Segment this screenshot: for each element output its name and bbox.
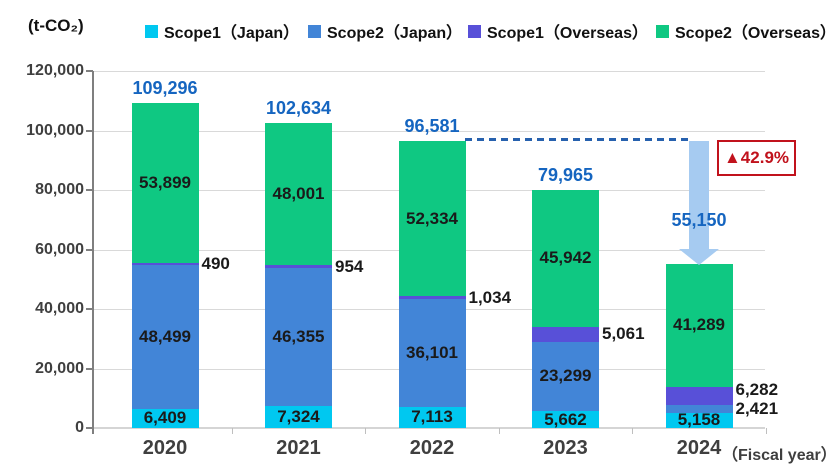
segment-scope1-overseas-2022 <box>398 296 466 300</box>
value-label-scope1-overseas-2022: 1,034 <box>468 287 512 307</box>
total-label-2021: 102,634 <box>265 97 332 118</box>
value-label-scope1-overseas-2024: 6,282 <box>735 380 779 400</box>
segment-scope1-japan-2023 <box>532 411 599 428</box>
y-axis-tick <box>86 248 93 251</box>
y-axis-tick-label: 120,000 <box>26 62 84 79</box>
decrease-arrow-head-icon <box>679 249 719 265</box>
y-axis-tick-label: 40,000 <box>35 300 84 317</box>
segment-scope1-japan-2020 <box>131 408 199 428</box>
legend-chip-scope2-japan-icon <box>308 24 321 38</box>
y-axis-tick-label: 20,000 <box>35 359 84 377</box>
segment-scope1-japan-2022 <box>398 406 466 428</box>
x-axis-label-2024: 2024 <box>676 437 722 459</box>
y-axis-tick-label: 100,000 <box>26 121 84 139</box>
legend-item-scope2-overseas: Scope2（Overseas） <box>656 22 836 42</box>
reference-dashed-line <box>465 138 689 141</box>
segment-scope1-overseas-2021 <box>265 265 332 269</box>
value-label-scope1-overseas-2021: 954 <box>335 256 364 276</box>
reduction-badge-label: ▲42.9% <box>723 148 790 167</box>
y-axis-tick-label: 0 <box>75 419 84 436</box>
x-axis-label-2023: 2023 <box>543 437 588 459</box>
legend-label-scope1-overseas: Scope1（Overseas） <box>487 25 648 42</box>
segment-scope2-overseas-2022 <box>398 140 466 297</box>
value-label-scope2-japan-2024: 2,421 <box>735 399 779 419</box>
value-label-scope1-overseas-2023: 5,061 <box>602 324 645 344</box>
value-label-scope1-overseas-2020: 490 <box>201 253 230 273</box>
segment-scope1-overseas-2020 <box>131 263 199 265</box>
legend-label-scope2-overseas: Scope2（Overseas） <box>675 25 836 42</box>
segment-scope2-japan-2021 <box>265 268 332 407</box>
x-axis-note: （Fiscal year） <box>722 447 837 464</box>
gridline <box>93 71 765 72</box>
y-axis-tick <box>86 308 93 310</box>
x-axis-tick <box>765 428 767 434</box>
x-axis-label-2020: 2020 <box>142 437 188 459</box>
y-axis-tick <box>86 70 93 72</box>
total-label-2022: 96,581 <box>404 115 460 136</box>
segment-scope2-japan-2023 <box>532 341 599 412</box>
x-axis-label-2022: 2022 <box>409 437 455 459</box>
decrease-arrow-shaft <box>689 141 709 249</box>
segment-scope2-japan-2022 <box>398 299 466 407</box>
x-axis-tick <box>365 428 367 434</box>
x-axis-tick <box>632 428 634 434</box>
x-axis-tick <box>498 428 500 434</box>
segment-scope1-overseas-2024 <box>665 386 733 406</box>
x-axis-tick <box>231 428 233 434</box>
legend-label-scope1-japan: Scope1（Japan） <box>164 25 300 42</box>
segment-scope2-overseas-2021 <box>265 122 332 266</box>
segment-scope1-japan-2021 <box>265 406 332 428</box>
y-axis-unit-label: (t-CO₂) <box>28 16 84 35</box>
gridline <box>93 130 765 132</box>
segment-scope1-overseas-2023 <box>532 326 599 342</box>
y-axis-tick-label: 60,000 <box>35 240 84 258</box>
legend-chip-scope1-overseas-icon <box>468 24 481 38</box>
segment-scope2-overseas-2024 <box>665 263 733 387</box>
segment-scope2-japan-2020 <box>131 264 199 409</box>
total-label-2024: 55,150 <box>671 210 727 230</box>
x-axis-line <box>93 427 765 429</box>
y-axis-tick-label: 80,000 <box>35 181 84 198</box>
y-axis-tick <box>86 427 93 429</box>
legend: Scope1（Japan） Scope2（Japan） Scope1（Oversea… <box>0 0 840 46</box>
total-label-2020: 109,296 <box>132 77 198 98</box>
legend-chip-scope1-japan-icon <box>145 24 158 38</box>
segment-scope2-overseas-2023 <box>532 190 599 327</box>
y-axis-line <box>92 71 94 434</box>
segment-scope2-japan-2024 <box>665 405 733 413</box>
y-axis-tick <box>86 189 93 191</box>
total-label-2023: 79,965 <box>537 165 594 186</box>
segment-scope2-overseas-2020 <box>131 102 199 264</box>
segment-scope1-japan-2024 <box>665 412 733 428</box>
legend-item-scope1-overseas: Scope1（Overseas） <box>468 22 648 42</box>
legend-item-scope2-japan: Scope2（Japan） <box>308 22 463 42</box>
legend-label-scope2-japan: Scope2（Japan） <box>327 25 463 42</box>
legend-chip-scope2-overseas-icon <box>656 24 669 38</box>
y-axis-tick <box>86 129 93 132</box>
x-axis-label-2021: 2021 <box>276 437 321 459</box>
legend-item-scope1-japan: Scope1（Japan） <box>145 22 300 42</box>
y-axis-tick <box>86 367 93 370</box>
reduction-badge: ▲42.9% <box>717 140 796 176</box>
